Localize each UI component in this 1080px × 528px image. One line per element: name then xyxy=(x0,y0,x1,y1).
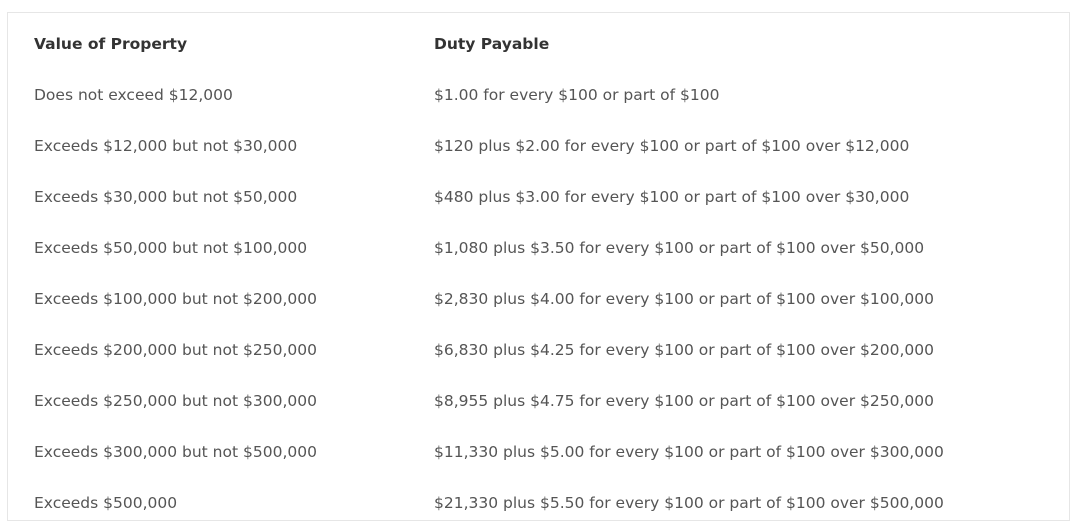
table-row: Exceeds $30,000 but not $50,000 $480 plus… xyxy=(34,171,944,222)
duty-payable-cell: $8,955 plus $4.75 for every $100 or part… xyxy=(434,391,934,410)
duty-payable-cell: $2,830 plus $4.00 for every $100 or part… xyxy=(434,289,934,308)
property-value-cell: Exceeds $100,000 but not $200,000 xyxy=(34,289,317,308)
duty-payable-cell: $1.00 for every $100 or part of $100 xyxy=(434,85,720,104)
table-row: Exceeds $50,000 but not $100,000 $1,080 p… xyxy=(34,222,944,273)
property-value-cell: Does not exceed $12,000 xyxy=(34,85,233,104)
property-value-cell: Exceeds $200,000 but not $250,000 xyxy=(34,340,317,359)
duty-table-container: Value of Property Duty Payable Does not … xyxy=(7,12,1070,521)
table-row: Exceeds $100,000 but not $200,000 $2,830 … xyxy=(34,273,944,324)
header-value-of-property: Value of Property xyxy=(34,34,188,53)
duty-payable-cell: $6,830 plus $4.25 for every $100 or part… xyxy=(434,340,934,359)
property-value-cell: Exceeds $30,000 but not $50,000 xyxy=(34,187,298,206)
table-row: Exceeds $12,000 but not $30,000 $120 plus… xyxy=(34,120,944,171)
duty-payable-cell: $11,330 plus $5.00 for every $100 or par… xyxy=(434,442,944,461)
duty-table: Value of Property Duty Payable Does not … xyxy=(34,18,944,528)
duty-payable-cell: $21,330 plus $5.50 for every $100 or par… xyxy=(434,493,944,512)
table-header-row: Value of Property Duty Payable xyxy=(34,18,944,69)
table-row: Exceeds $500,000 $21,330 plus $5.50 for e… xyxy=(34,477,944,528)
table-row: Exceeds $200,000 but not $250,000 $6,830 … xyxy=(34,324,944,375)
property-value-cell: Exceeds $500,000 xyxy=(34,493,178,512)
duty-payable-cell: $120 plus $2.00 for every $100 or part o… xyxy=(434,136,910,155)
table-row: Does not exceed $12,000 $1.00 for every $… xyxy=(34,69,944,120)
header-duty-payable: Duty Payable xyxy=(434,34,550,53)
table-row: Exceeds $300,000 but not $500,000 $11,330… xyxy=(34,426,944,477)
table-row: Exceeds $250,000 but not $300,000 $8,955 … xyxy=(34,375,944,426)
property-value-cell: Exceeds $12,000 but not $30,000 xyxy=(34,136,298,155)
duty-payable-cell: $480 plus $3.00 for every $100 or part o… xyxy=(434,187,910,206)
property-value-cell: Exceeds $300,000 but not $500,000 xyxy=(34,442,317,461)
duty-payable-cell: $1,080 plus $3.50 for every $100 or part… xyxy=(434,238,925,257)
property-value-cell: Exceeds $50,000 but not $100,000 xyxy=(34,238,308,257)
property-value-cell: Exceeds $250,000 but not $300,000 xyxy=(34,391,317,410)
